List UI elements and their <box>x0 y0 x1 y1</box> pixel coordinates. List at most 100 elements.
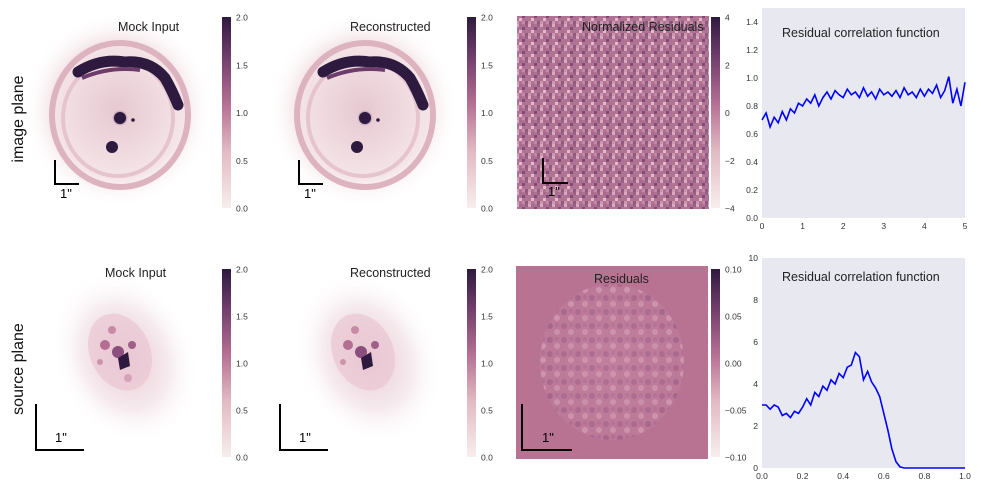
colorbar-source-residuals: −0.10 −0.05 0.00 0.05 0.10 <box>711 265 747 463</box>
colorbar-tick-label: 2 <box>725 60 730 70</box>
colorbar-tick-label: 0.0 <box>481 453 493 463</box>
scale-bar <box>521 404 572 451</box>
colorbar-tick-label: 0.5 <box>481 156 493 166</box>
y-tick-label: 0.6 <box>746 129 758 139</box>
y-tick-label: 0.4 <box>746 157 758 167</box>
scale-bar-label: 1" <box>304 186 316 201</box>
y-tick-label: 0 <box>753 463 758 473</box>
colorbar-tick-label: −2 <box>725 156 735 166</box>
colorbar-tick-label: 1.5 <box>481 60 493 70</box>
colorbar-gradient <box>467 17 476 208</box>
colorbar-tick-label: 0.5 <box>481 406 493 416</box>
title-source-reconstructed: Reconstructed <box>350 266 431 280</box>
panel-image-residuals <box>517 16 709 209</box>
scale-bar-label: 1" <box>55 430 67 445</box>
x-tick-label: 2 <box>841 221 846 231</box>
colorbar-tick-label: 1.5 <box>236 60 248 70</box>
plot-area <box>762 258 965 468</box>
colorbar-tick-label: 0 <box>725 108 730 118</box>
colorbar-tick-label: 0.0 <box>236 453 248 463</box>
scale-bar <box>298 160 323 185</box>
colorbar-tick-label: 0.00 <box>725 359 742 369</box>
colorbar-gradient <box>711 269 720 457</box>
colorbar-normalized-residuals: −4 −2 0 2 4 <box>711 13 735 214</box>
colorbar-tick-label: 1.5 <box>481 312 493 322</box>
y-tick-label: 1.0 <box>746 73 758 83</box>
row-label-image-plane: image plane <box>10 75 27 163</box>
colorbar-tick-label: 2.0 <box>481 265 493 275</box>
y-tick-label: 1.2 <box>746 45 758 55</box>
colorbar-tick-label: 4 <box>725 13 730 23</box>
x-tick-label: 0.0 <box>756 471 768 481</box>
scale-bar-label: 1" <box>542 430 554 445</box>
colorbar-tick-label: 1.0 <box>236 359 248 369</box>
colorbar-tick-label: 1.0 <box>481 359 493 369</box>
colorbar-flux: 0.0 0.5 1.0 1.5 2.0 <box>222 13 248 214</box>
colorbar-tick-label: 0.0 <box>236 204 248 214</box>
colorbar-tick-label: 0.5 <box>236 156 248 166</box>
scale-bar-label: 1" <box>548 184 560 199</box>
y-tick-label: 0.8 <box>746 101 758 111</box>
scale-bar <box>35 404 84 451</box>
colorbar-flux: 0.0 0.5 1.0 1.5 2.0 <box>222 265 248 463</box>
x-tick-label: 0.8 <box>918 471 930 481</box>
scale-bar-label: 1" <box>299 430 311 445</box>
colorbar-tick-label: −0.10 <box>725 453 747 463</box>
x-tick-label: 0 <box>760 221 765 231</box>
colorbar-flux: 0.0 0.5 1.0 1.5 2.0 <box>467 13 493 214</box>
colorbar-tick-label: 2.0 <box>236 265 248 275</box>
colorbar-gradient <box>222 269 231 457</box>
y-tick-label: 2 <box>753 421 758 431</box>
row-label-source-plane: source plane <box>10 323 27 415</box>
colorbar-tick-label: −4 <box>725 204 735 214</box>
title-image-mock: Mock Input <box>118 20 180 34</box>
scale-bar <box>54 160 79 185</box>
colorbar-gradient <box>711 17 720 208</box>
x-tick-label: 0.2 <box>797 471 809 481</box>
scale-bar-label: 1" <box>60 186 72 201</box>
colorbar-tick-label: 0.5 <box>236 406 248 416</box>
colorbar-tick-label: 0.10 <box>725 265 742 275</box>
title-source-correlation: Residual correlation function <box>782 270 940 284</box>
colorbar-tick-label: 2.0 <box>481 13 493 23</box>
title-source-residuals: Residuals <box>594 272 649 286</box>
y-tick-label: 4 <box>753 379 758 389</box>
panel-source-residuals <box>516 266 708 459</box>
colorbar-tick-label: −0.05 <box>725 406 747 416</box>
panel-source-reconstructed <box>279 271 442 451</box>
colorbar-tick-label: 0.0 <box>481 204 493 214</box>
colorbar-gradient <box>222 17 231 208</box>
y-tick-label: 10 <box>749 253 759 263</box>
y-tick-label: 0.0 <box>746 213 758 223</box>
colorbar-gradient <box>467 269 476 457</box>
title-image-correlation: Residual correlation function <box>782 26 940 40</box>
title-image-reconstructed: Reconstructed <box>350 20 431 34</box>
colorbar-tick-label: 2.0 <box>236 13 248 23</box>
colorbar-flux: 0.0 0.5 1.0 1.5 2.0 <box>467 265 493 463</box>
x-tick-label: 0.6 <box>878 471 890 481</box>
y-tick-label: 6 <box>753 337 758 347</box>
title-source-mock: Mock Input <box>105 266 167 280</box>
y-tick-label: 1.4 <box>746 17 758 27</box>
x-tick-label: 1.0 <box>959 471 971 481</box>
y-tick-label: 0.2 <box>746 185 758 195</box>
colorbar-tick-label: 1.0 <box>236 108 248 118</box>
plot-area <box>762 8 965 218</box>
x-tick-label: 3 <box>881 221 886 231</box>
scale-bar <box>542 158 568 184</box>
colorbar-tick-label: 1.0 <box>481 108 493 118</box>
colorbar-tick-label: 1.5 <box>236 312 248 322</box>
panel-image-mock <box>23 12 213 208</box>
chart-image-correlation: 0 1 2 3 4 5 0.0 0.2 0.4 0.6 0.8 1.0 1.2 1.4 <box>746 8 968 231</box>
y-tick-label: 8 <box>753 295 758 305</box>
panel-source-mock <box>35 271 199 451</box>
x-tick-label: 5 <box>963 221 968 231</box>
title-image-residuals: Normalized Residuals <box>582 20 704 34</box>
x-tick-label: 4 <box>922 221 927 231</box>
x-tick-label: 1 <box>800 221 805 231</box>
chart-source-correlation: 0.0 0.2 0.4 0.6 0.8 1.0 0 2 4 6 8 10 <box>749 253 972 481</box>
colorbar-tick-label: 0.05 <box>725 312 742 322</box>
x-tick-label: 0.4 <box>837 471 849 481</box>
scale-bar <box>279 404 328 451</box>
